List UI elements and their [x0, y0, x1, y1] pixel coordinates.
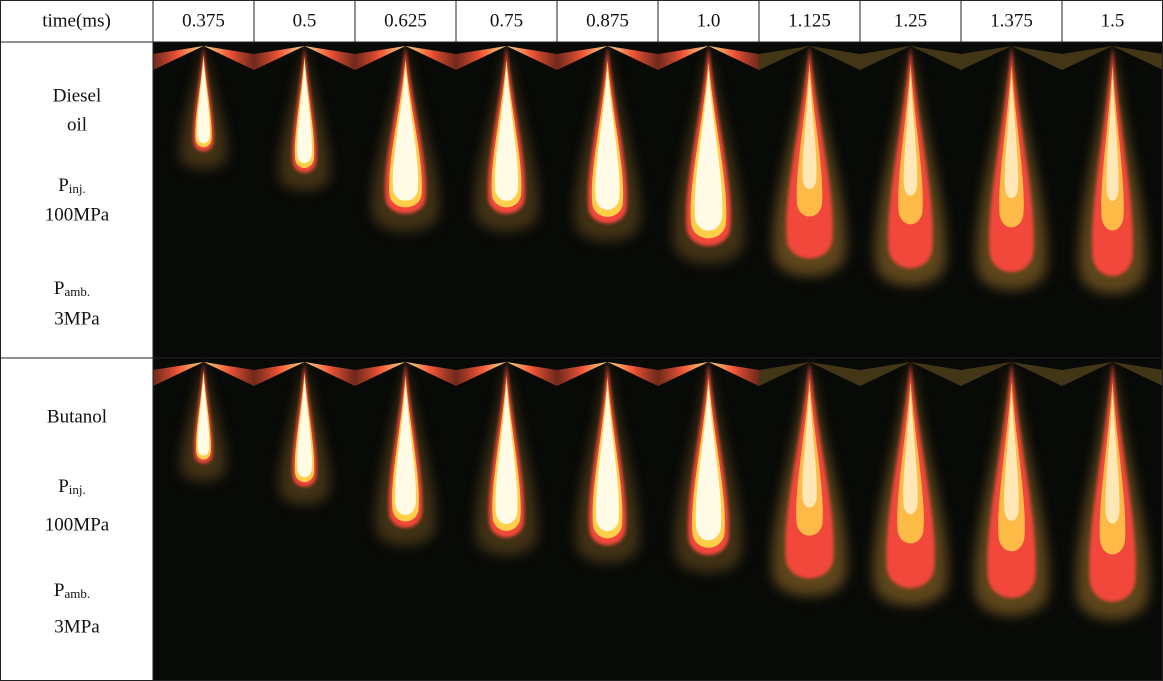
flame-cell: [153, 42, 254, 358]
flame-cell: [860, 358, 961, 681]
subscript: inj.: [69, 482, 86, 497]
flame-cell: [658, 42, 759, 358]
subscript: amb.: [64, 586, 90, 601]
symbol: P: [58, 476, 69, 497]
symbol: P: [54, 580, 65, 601]
flame-cell: [355, 42, 456, 358]
fuel-label: oil: [67, 114, 87, 135]
column-header: 1.0: [697, 10, 721, 31]
column-header: 0.75: [490, 10, 523, 31]
subscript: inj.: [69, 181, 86, 196]
symbol: P: [54, 278, 65, 299]
column-header: 1.125: [788, 10, 831, 31]
figure-table: Diesel oil Pinj. 100MPa Pamb. 3MPa Butan…: [0, 0, 1163, 681]
flame-cell: [658, 358, 759, 681]
flame-cell: [456, 42, 557, 358]
flame-cell: [456, 358, 557, 681]
flame-cell: [557, 358, 658, 681]
column-header: 0.5: [293, 10, 317, 31]
flame-cell: [557, 42, 658, 358]
fuel-label: Butanol: [47, 406, 107, 427]
pressure-value: 100MPa: [45, 204, 110, 225]
pressure-value: 3MPa: [54, 616, 100, 637]
flame-cell: [961, 358, 1062, 681]
symbol: P: [58, 175, 69, 196]
column-header: 0.625: [384, 10, 427, 31]
flame-cell: [153, 358, 254, 681]
flame-images: [153, 42, 1163, 681]
fuel-label: Diesel: [53, 85, 102, 106]
column-header: 1.5: [1101, 10, 1125, 31]
flame-cell: [254, 42, 355, 358]
column-header: 0.375: [182, 10, 225, 31]
flame-cell: [860, 42, 961, 358]
subscript: amb.: [64, 284, 90, 299]
flame-cell: [961, 42, 1062, 358]
pressure-value: 3MPa: [54, 308, 100, 329]
column-header: 1.25: [894, 10, 927, 31]
flame-cell: [759, 42, 860, 358]
column-header: 1.375: [990, 10, 1033, 31]
flame-cell: [1062, 358, 1163, 681]
column-header: time(ms): [42, 10, 111, 31]
flame-cell: [254, 358, 355, 681]
pressure-value: 100MPa: [45, 514, 110, 535]
column-header: 0.875: [586, 10, 629, 31]
flame-cell: [759, 358, 860, 681]
flame-cell: [1062, 42, 1163, 358]
flame-cell: [355, 358, 456, 681]
